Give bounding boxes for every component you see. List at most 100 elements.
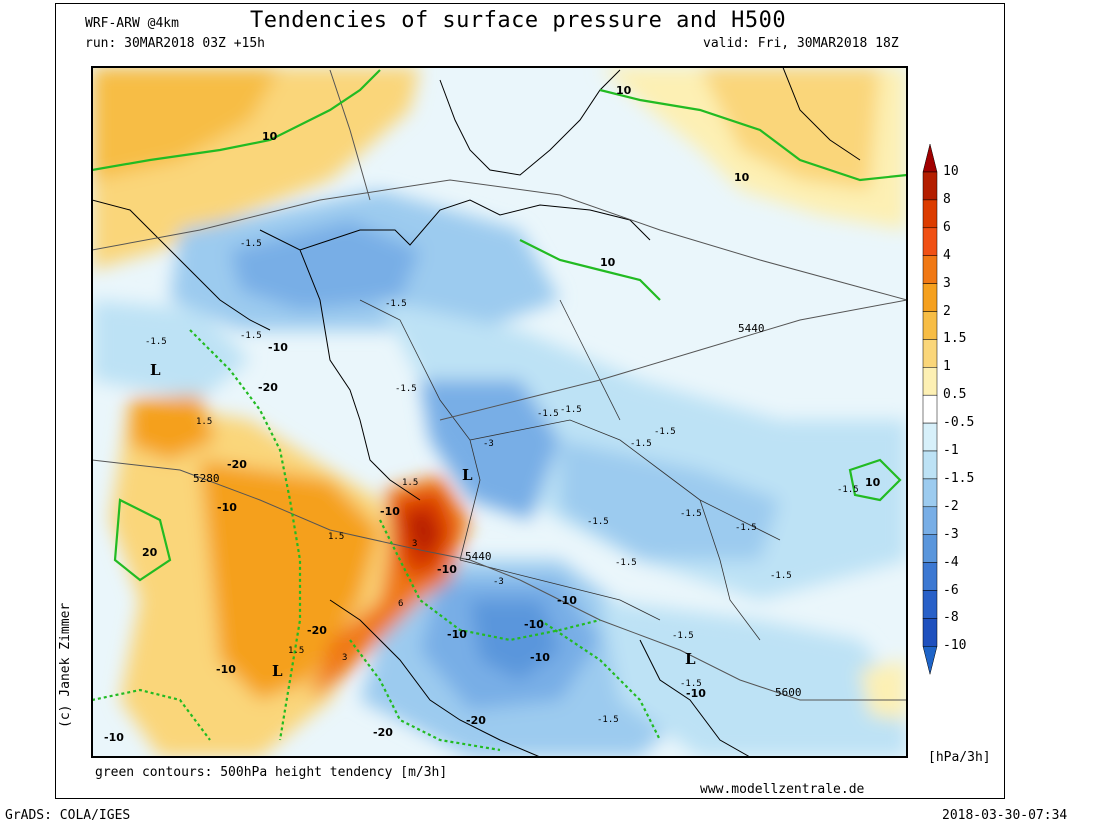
color-bar-segment (922, 450, 938, 480)
pressure-label: 3 (412, 539, 417, 549)
color-bar (922, 143, 938, 675)
coastline-layer (92, 67, 861, 757)
color-bar-segment (922, 255, 938, 284)
color-bar-segment (922, 311, 938, 340)
color-bar-tick-label: 3 (943, 275, 951, 291)
color-bar-segment (922, 534, 938, 563)
run-label: run: 30MAR2018 03Z +15h (85, 36, 266, 51)
pressure-label: 1.5 (328, 532, 344, 542)
pressure-label: -1.5 (680, 509, 702, 519)
low-pressure-markers: L L L L (150, 361, 696, 680)
software-credit: GrADS: COLA/IGES (5, 808, 131, 823)
color-bar-tick-label: 10 (943, 164, 959, 179)
color-bar-tick-label: 1.5 (943, 331, 967, 347)
color-bar-segment (922, 618, 938, 647)
plot-border (91, 66, 908, 758)
height-label: 10 (616, 84, 632, 97)
pressure-label: 1.5 (402, 478, 418, 488)
height-label: -20 (373, 726, 393, 739)
height-label: -20 (258, 381, 278, 394)
geopotential-label: 5440 (738, 322, 765, 335)
color-bar-segment (922, 283, 938, 312)
pressure-label: 1.5 (288, 646, 304, 656)
pressure-label: -3 (493, 577, 504, 587)
pressure-label: -1.5 (537, 409, 559, 419)
color-bar-tick-label: -3 (943, 526, 959, 542)
height-label: -10 (557, 594, 577, 607)
pressure-label: -1.5 (654, 427, 676, 437)
pressure-label: -1.5 (240, 331, 262, 341)
height-label: -10 (437, 563, 457, 576)
geopotential-labels: 5440 5280 5440 5600 (193, 322, 802, 699)
pressure-tendency-labels: -1.5 -1.5 -1.5 -1.5 -1.5 -1.5 -1.5 -1.5 … (145, 239, 859, 725)
height-label: 10 (734, 171, 750, 184)
pressure-label: -1.5 (385, 299, 407, 309)
height-label: 10 (600, 256, 616, 269)
geopotential-label: 5280 (193, 472, 220, 485)
pressure-label: 3 (342, 653, 347, 663)
color-bar-tick-label: -0.5 (943, 415, 975, 431)
color-bar-segment (922, 227, 938, 256)
height-label: -10 (104, 731, 124, 744)
low-marker: L (462, 466, 473, 484)
author-credit: (c) Janek Zimmer (58, 602, 73, 728)
color-bar-tick-label: 2 (943, 303, 951, 319)
height-label: -10 (530, 651, 550, 664)
height-label: -10 (686, 687, 706, 700)
color-bar-tick-label: 6 (943, 219, 951, 235)
map-title: Tendencies of surface pressure and H500 (250, 8, 787, 33)
color-bar-segment (922, 199, 938, 229)
color-bar-tick-label: -4 (943, 554, 959, 570)
color-bar-tick-label: 4 (943, 247, 951, 263)
color-bar-tick-label: 8 (943, 191, 951, 207)
color-bar-tick-label: 1 (943, 359, 951, 375)
height-tendency-contours (92, 69, 907, 582)
pressure-label: -1.5 (587, 517, 609, 527)
low-marker: L (272, 662, 283, 680)
color-bar-segment (922, 562, 938, 591)
height-label: -10 (447, 628, 467, 641)
unit-label: [hPa/3h] (928, 750, 991, 765)
height-label: -10 (216, 663, 236, 676)
color-bar-segment (922, 394, 938, 424)
pressure-label: -1.5 (672, 631, 694, 641)
pressure-label: 6 (398, 599, 403, 609)
website-label: www.modellzentrale.de (700, 782, 865, 797)
height-label: 10 (865, 476, 881, 489)
height-label: -20 (466, 714, 486, 727)
height-label: -20 (307, 624, 327, 637)
color-bar-segment (922, 506, 938, 535)
pressure-label: -1.5 (560, 405, 582, 415)
color-bar-segment (922, 478, 938, 508)
valid-time-label: valid: Fri, 30MAR2018 18Z (703, 36, 899, 51)
geopotential-contours (92, 69, 907, 701)
height-label: -10 (217, 501, 237, 514)
color-bar-segment (922, 422, 938, 452)
timestamp: 2018-03-30-07:34 (942, 808, 1068, 823)
model-label: WRF-ARW @4km (85, 16, 179, 31)
color-bar-segment (922, 367, 938, 396)
height-label: -10 (524, 618, 544, 631)
geopotential-label: 5600 (775, 686, 802, 699)
color-bar-tick-label: 0.5 (943, 387, 967, 403)
pressure-label: -1.5 (680, 679, 702, 689)
color-bar-tick-label: -2 (943, 498, 959, 514)
color-bar-segment (922, 171, 938, 201)
color-bar-segment (922, 590, 938, 619)
height-tendency-negative-contours (92, 329, 661, 752)
pressure-label: -1.5 (837, 485, 859, 495)
color-bar-tick-label: -1 (943, 443, 959, 458)
pressure-label: -1.5 (615, 558, 637, 568)
color-bar-tick-label: -1.5 (943, 470, 975, 486)
border-layer (359, 299, 781, 641)
color-bar-tick-label: -8 (943, 610, 959, 626)
color-bar-segment (922, 339, 938, 368)
color-bar-bottom-arrow (922, 646, 938, 675)
contour-legend-note: green contours: 500hPa height tendency [… (95, 765, 448, 780)
pressure-label: -1.5 (630, 439, 652, 449)
height-label: -10 (268, 341, 288, 354)
color-bar-top-arrow (922, 143, 938, 173)
height-label: -20 (227, 458, 247, 471)
low-marker: L (150, 361, 161, 379)
